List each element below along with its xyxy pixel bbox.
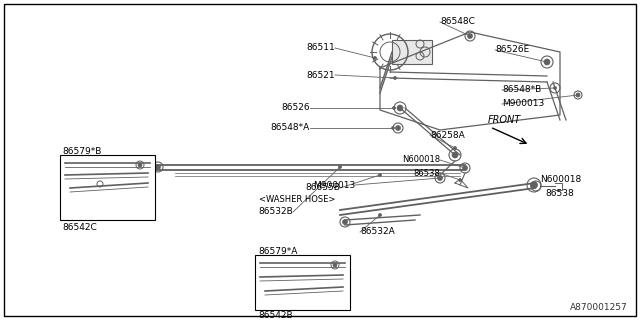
Text: 86548C: 86548C bbox=[440, 18, 475, 27]
Circle shape bbox=[577, 93, 579, 97]
Text: 86579*A: 86579*A bbox=[258, 247, 298, 257]
Text: 86542C: 86542C bbox=[62, 223, 97, 233]
Circle shape bbox=[396, 125, 401, 131]
Text: 86548*B: 86548*B bbox=[502, 85, 541, 94]
Text: 86655B: 86655B bbox=[305, 183, 340, 193]
Circle shape bbox=[438, 177, 442, 180]
Circle shape bbox=[463, 165, 467, 171]
Text: 86542B: 86542B bbox=[258, 311, 292, 320]
Text: 86538: 86538 bbox=[413, 169, 440, 178]
Circle shape bbox=[374, 57, 376, 60]
Text: 86538: 86538 bbox=[545, 189, 573, 198]
Text: A870001257: A870001257 bbox=[570, 303, 628, 312]
Text: 86521: 86521 bbox=[307, 70, 335, 79]
Bar bbox=[255, 255, 350, 310]
Circle shape bbox=[156, 164, 161, 170]
Circle shape bbox=[392, 126, 394, 130]
Text: M900013: M900013 bbox=[313, 180, 355, 189]
Circle shape bbox=[397, 105, 403, 111]
Circle shape bbox=[545, 60, 548, 63]
Circle shape bbox=[339, 165, 342, 169]
Bar bbox=[60, 155, 155, 220]
Text: 86532A: 86532A bbox=[360, 228, 395, 236]
Text: N600018: N600018 bbox=[540, 175, 581, 185]
Text: 86258A: 86258A bbox=[430, 131, 465, 140]
Circle shape bbox=[467, 34, 472, 38]
Text: N600018: N600018 bbox=[402, 156, 440, 164]
Text: 86579*B: 86579*B bbox=[62, 148, 101, 156]
Text: M900013: M900013 bbox=[502, 100, 544, 108]
Circle shape bbox=[378, 213, 381, 217]
Circle shape bbox=[458, 179, 461, 181]
Circle shape bbox=[378, 173, 381, 177]
Text: 86548*A: 86548*A bbox=[271, 124, 310, 132]
Circle shape bbox=[138, 163, 142, 167]
Text: 86526: 86526 bbox=[282, 103, 310, 113]
Bar bbox=[392, 40, 432, 64]
Circle shape bbox=[576, 93, 580, 97]
Text: 86532B: 86532B bbox=[259, 207, 293, 217]
Text: <WASHER HOSE>: <WASHER HOSE> bbox=[259, 196, 335, 204]
Circle shape bbox=[452, 152, 458, 158]
Circle shape bbox=[342, 220, 348, 225]
Circle shape bbox=[333, 263, 337, 267]
Circle shape bbox=[463, 166, 467, 170]
Circle shape bbox=[554, 86, 557, 90]
Circle shape bbox=[394, 76, 397, 79]
Circle shape bbox=[454, 147, 456, 149]
Circle shape bbox=[544, 59, 550, 65]
Text: FRONT: FRONT bbox=[488, 115, 521, 125]
Circle shape bbox=[531, 181, 538, 188]
Text: 86526E: 86526E bbox=[495, 45, 529, 54]
Circle shape bbox=[438, 175, 442, 180]
Text: 86511: 86511 bbox=[307, 44, 335, 52]
Circle shape bbox=[392, 107, 396, 109]
Circle shape bbox=[468, 35, 472, 37]
